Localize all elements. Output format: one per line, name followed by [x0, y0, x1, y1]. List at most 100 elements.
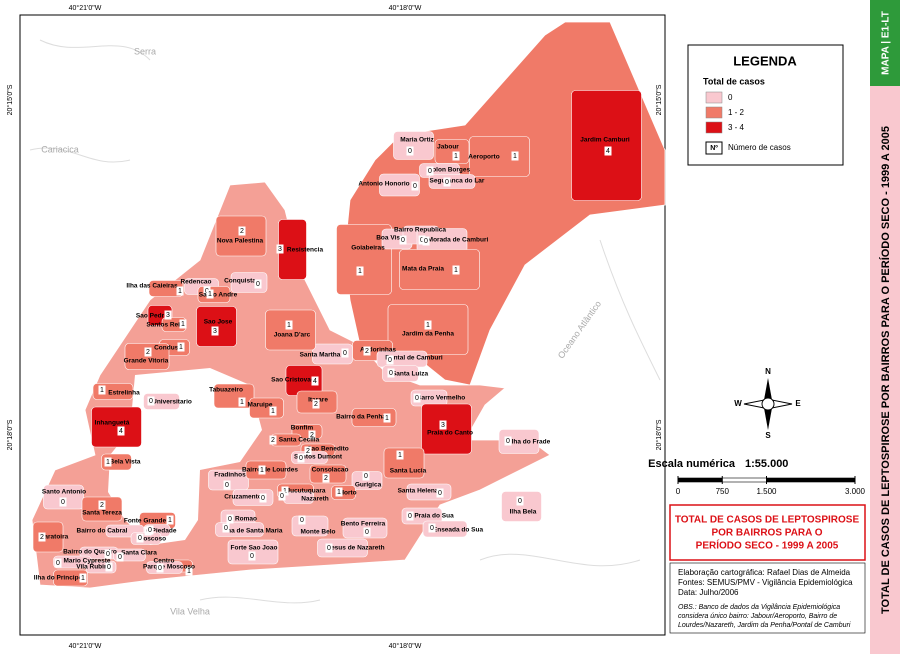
- neighborhood-name: Praia do Canto: [427, 430, 473, 437]
- neighborhood-cases: 2: [324, 475, 328, 482]
- neighborhood-cases: 1: [240, 399, 244, 406]
- neighborhood-cases: 0: [256, 281, 260, 288]
- neighborhood-cases: 0: [225, 482, 229, 489]
- title-line: PERÍODO SECO - 1999 A 2005: [696, 539, 839, 552]
- count-box: [166, 515, 174, 525]
- neighborhood-cases: 0: [388, 357, 392, 364]
- count-box: [516, 496, 524, 506]
- neighborhood-cases: 1: [181, 321, 185, 328]
- neighborhood-labels: Maria Ortiz 0 Jabour 1 Aeroporto 1 Jardim Camb…: [34, 137, 630, 583]
- neighborhood-name: Ilha das Caieiras: [126, 283, 178, 290]
- neighborhood-name: Bairro Republica: [394, 227, 446, 234]
- neighborhood-name: Morada de Camburi: [428, 237, 489, 244]
- scale-tick-label: 750: [716, 487, 730, 496]
- count-box: [298, 515, 306, 525]
- neighborhood-name: Barro Vermelho: [417, 395, 465, 402]
- scale-tick-label: 3.000: [845, 487, 866, 496]
- count-box: [79, 573, 87, 583]
- neighborhood-name: Santos Reis: [146, 322, 184, 329]
- note-line: considera único bairro: Jabour/Aeroporto…: [678, 613, 837, 620]
- count-box: [116, 552, 124, 562]
- place-name: Vila Velha: [170, 606, 210, 616]
- neighborhood-name: Inhanguetá: [95, 420, 130, 427]
- neighborhood-name: Santa Cecilia: [279, 437, 320, 444]
- neighborhood-cases: 1: [398, 452, 402, 459]
- count-box: [341, 348, 349, 358]
- credits: Elaboração cartográfica: Rafael Dias de …: [678, 568, 853, 629]
- neighborhood-cases: 1: [106, 459, 110, 466]
- neighborhood-name: Santa Tereza: [82, 510, 122, 517]
- coordinate-label: 20°18'0"S: [6, 419, 14, 450]
- count-box: [226, 514, 234, 524]
- neighborhood-name: Parque Moscoso: [143, 564, 195, 571]
- count-box: [443, 177, 451, 187]
- legend-label: 3 - 4: [728, 123, 745, 132]
- count-box: [363, 346, 371, 356]
- neighborhood-name: Santa Martha: [300, 352, 341, 359]
- neighborhood-cases: 1: [358, 268, 362, 275]
- count-box: [387, 368, 395, 378]
- neighborhood-name: Bento Ferreira: [341, 521, 386, 528]
- scale-segment: [677, 477, 723, 483]
- neighborhood-name: Sao Benedito: [307, 446, 349, 453]
- count-box: [504, 436, 512, 446]
- count-box: [439, 420, 447, 430]
- neighborhood-name: Fonte Grande: [124, 518, 167, 525]
- title-line: POR BAIRROS PARA O: [711, 528, 822, 539]
- neighborhood-name: Moscoso: [138, 536, 166, 543]
- count-box: [254, 279, 262, 289]
- neighborhood-name: Vila Rubim: [76, 564, 110, 571]
- neighborhood-cases: 1: [385, 415, 389, 422]
- legend-symbol-label: Número de casos: [728, 143, 791, 152]
- neighborhood-cases: 3: [213, 328, 217, 335]
- neighborhood-cases: 0: [56, 560, 60, 567]
- neighborhood-name: Centro: [154, 558, 175, 565]
- neighborhood-name: Praia do Sua: [414, 513, 454, 520]
- count-box: [211, 326, 219, 336]
- count-box: [281, 486, 289, 496]
- count-box: [304, 446, 312, 456]
- count-box: [177, 342, 185, 352]
- neighborhood-cases: 2: [310, 432, 314, 439]
- neighborhood-name: Fradinhos: [214, 472, 246, 479]
- neighborhood-name: Nova Palestina: [217, 238, 264, 245]
- neighborhood-name: Gurigica: [355, 482, 382, 489]
- neighborhood-cases: 1: [208, 291, 212, 298]
- note-line: Lourdes/Nazareth, Jardim da Penha/Pontal…: [678, 622, 851, 629]
- neighborhood-name: Ilha de Santa Maria: [224, 528, 283, 535]
- neighborhood-name: Jardim Camburi: [580, 137, 630, 144]
- compass-n: N: [765, 367, 771, 376]
- neighborhood-name: Andorinhas: [360, 347, 396, 354]
- scale-bar: 0 750 1.500 3.000: [676, 476, 866, 496]
- neighborhood-cases: 2: [271, 437, 275, 444]
- neighborhood-name: Santo Andre: [199, 292, 238, 299]
- count-box: [406, 146, 414, 156]
- neighborhood-area: [501, 491, 542, 522]
- neighborhood-cases: 0: [401, 237, 405, 244]
- credit-line: Fontes: SEMUS/PMV - Vigilância Epidemiol…: [678, 578, 853, 587]
- count-box: [452, 265, 460, 275]
- legend-label: 0: [728, 93, 733, 102]
- neighborhood-name: Santa Clara: [121, 550, 157, 557]
- neighborhood-name: Bairro do Cabral: [77, 528, 128, 535]
- coordinate-label: 20°15'0"S: [655, 84, 663, 115]
- neighborhood-cases: 2: [40, 534, 44, 541]
- neighborhood-name: Monte Belo: [300, 529, 335, 536]
- count-box: [238, 226, 246, 236]
- count-box: [604, 146, 612, 156]
- count-box: [511, 151, 519, 161]
- count-box: [176, 286, 184, 296]
- neighborhood-name: Jardim da Penha: [402, 331, 454, 338]
- count-box: [258, 465, 266, 475]
- neighborhood-name: Seguranca do Lar: [430, 178, 485, 185]
- neighborhood-cases: 0: [300, 517, 304, 524]
- neighborhood-name: Resistencia: [287, 247, 324, 254]
- neighborhood-name: Sao Jose: [204, 319, 233, 326]
- count-box: [363, 527, 371, 537]
- credits-box: [669, 562, 866, 634]
- neighborhood-name: Piedade: [152, 528, 177, 535]
- neighborhood-cases: 0: [445, 179, 449, 186]
- neighborhood-area: [399, 249, 480, 290]
- neighborhood-name: Aeroporto: [468, 154, 499, 161]
- count-box: [411, 181, 419, 191]
